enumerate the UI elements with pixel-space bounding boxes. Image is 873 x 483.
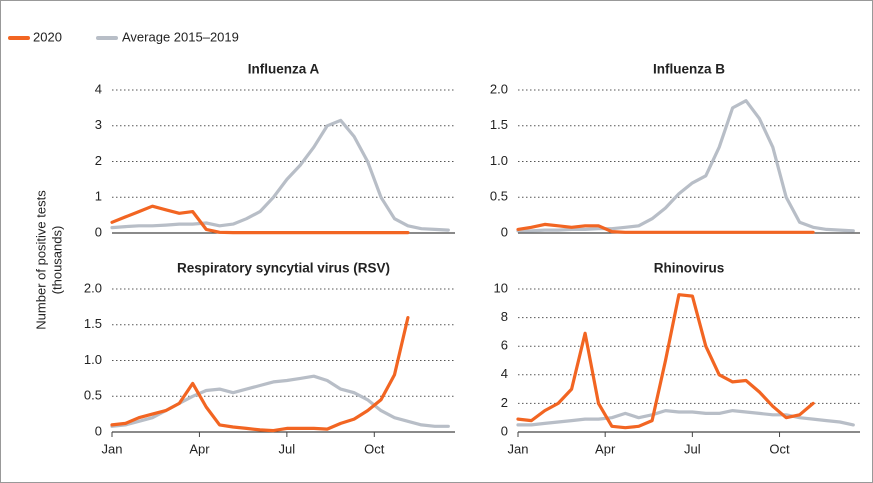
x-tick-label: Jul bbox=[684, 441, 701, 456]
y-tick-label: 0 bbox=[95, 423, 102, 438]
series-line bbox=[110, 204, 410, 235]
x-tick-label: Oct bbox=[364, 441, 385, 456]
y-tick-label: 6 bbox=[501, 338, 508, 353]
x-tick-label: Oct bbox=[769, 441, 790, 456]
y-tick-label: 2 bbox=[95, 153, 102, 168]
y-tick-label: 1.5 bbox=[490, 117, 508, 132]
series-line bbox=[516, 222, 815, 234]
panel-title: Influenza A bbox=[248, 62, 320, 77]
series-line bbox=[516, 293, 815, 430]
legend-label: 2020 bbox=[33, 29, 62, 44]
y-tick-label: 0 bbox=[501, 224, 508, 239]
series-line bbox=[110, 374, 450, 428]
y-tick-label: 1.0 bbox=[84, 352, 102, 367]
x-tick-label: Jan bbox=[102, 441, 123, 456]
panel-title: Influenza B bbox=[653, 62, 725, 77]
y-tick-label: 0.5 bbox=[490, 189, 508, 204]
y-axis-label: (thousands) bbox=[49, 226, 64, 295]
y-tick-label: 10 bbox=[494, 280, 508, 295]
y-axis-label: Number of positive tests bbox=[33, 190, 48, 330]
series-line bbox=[110, 118, 450, 232]
x-tick-label: Apr bbox=[189, 441, 210, 456]
y-tick-label: 2.0 bbox=[490, 81, 508, 96]
y-tick-label: 0 bbox=[501, 423, 508, 438]
y-tick-label: 2 bbox=[501, 395, 508, 410]
y-tick-label: 0.5 bbox=[84, 388, 102, 403]
y-tick-label: 3 bbox=[95, 117, 102, 132]
y-tick-label: 4 bbox=[501, 366, 508, 381]
x-tick-label: Jul bbox=[279, 441, 296, 456]
y-tick-label: 0 bbox=[95, 224, 102, 239]
y-tick-label: 4 bbox=[95, 81, 102, 96]
series-line bbox=[516, 409, 855, 427]
series-line bbox=[516, 99, 855, 233]
panel-title: Respiratory syncytial virus (RSV) bbox=[177, 261, 390, 276]
y-tick-label: 2.0 bbox=[84, 280, 102, 295]
y-tick-label: 1.5 bbox=[84, 316, 102, 331]
x-tick-label: Apr bbox=[595, 441, 616, 456]
y-tick-label: 8 bbox=[501, 309, 508, 324]
panel-title: Rhinovirus bbox=[654, 261, 725, 276]
x-tick-label: Jan bbox=[508, 441, 529, 456]
y-tick-label: 1.0 bbox=[490, 153, 508, 168]
series-line bbox=[110, 316, 410, 433]
y-tick-label: 1 bbox=[95, 189, 102, 204]
legend-label: Average 2015–2019 bbox=[122, 29, 239, 44]
